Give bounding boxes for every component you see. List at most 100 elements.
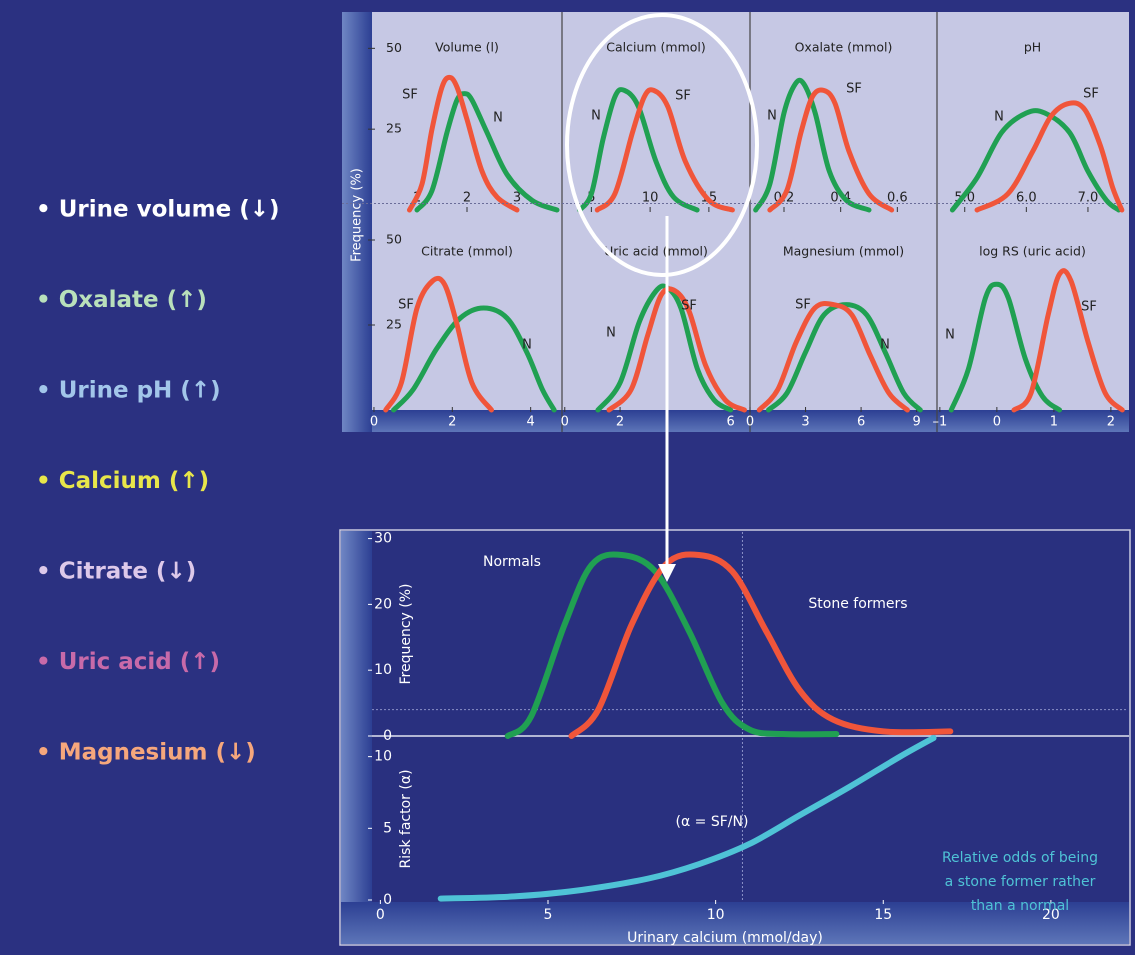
x-tick-label: 10 — [642, 191, 659, 206]
series-line — [766, 302, 923, 413]
series-label: SF — [402, 88, 418, 103]
series-label: Normals — [483, 554, 541, 570]
x-tick-label: 0 — [370, 415, 378, 430]
series-label: Stone formers — [808, 596, 907, 612]
y-tick-label: 0 — [383, 892, 392, 908]
series-label: SF — [1083, 87, 1099, 102]
y-tick-label: 20 — [374, 596, 392, 612]
x-tick-label: 0.6 — [887, 191, 908, 206]
series-line — [756, 301, 910, 413]
y-tick-label: 25 — [386, 121, 402, 136]
series-label: N — [994, 110, 1004, 125]
y-tick-label: 5 — [383, 820, 392, 836]
factor-item: • Oxalate (↑) — [36, 287, 207, 313]
y-tick-label: 50 — [386, 40, 402, 55]
y-axis-label: Risk factor (α) — [398, 769, 414, 868]
arrow-head — [658, 564, 676, 582]
annotation: a stone former rather — [945, 874, 1096, 890]
y-tick-label: 10 — [374, 662, 392, 678]
panel-title: log RS (uric acid) — [979, 244, 1086, 259]
y-tick-label: 30 — [374, 531, 392, 547]
panel-title: Calcium (mmol) — [606, 40, 706, 55]
y-tick-label: 25 — [386, 317, 402, 332]
series-line — [753, 77, 872, 213]
series-line — [606, 286, 747, 413]
factor-item: • Magnesium (↓) — [36, 740, 256, 766]
annotation: than a normal — [971, 898, 1069, 914]
x-tick-label: 9 — [912, 415, 920, 430]
panel-title: Volume (l) — [435, 40, 499, 55]
series-line — [974, 100, 1125, 213]
highlight-ellipse — [565, 13, 759, 277]
x-tick-label: 3 — [513, 191, 521, 206]
series-label: SF — [1081, 300, 1097, 315]
x-tick-label: 1 — [1050, 415, 1058, 430]
series-line — [504, 551, 840, 739]
x-tick-label: 5 — [544, 907, 553, 923]
top-left-strip — [342, 12, 372, 432]
y-tick-label: 10 — [374, 749, 392, 765]
x-tick-label: 3 — [801, 415, 809, 430]
x-tick-label: 2 — [463, 191, 471, 206]
x-tick-label: 2 — [616, 415, 624, 430]
y-tick-label: 50 — [386, 232, 402, 247]
series-line — [594, 87, 735, 213]
x-tick-label: 0 — [376, 907, 385, 923]
series-label: N — [606, 326, 616, 341]
series-line — [948, 281, 1063, 413]
x-tick-label: 4 — [527, 415, 535, 430]
panel-title: Oxalate (mmol) — [795, 40, 893, 55]
x-tick-label: 2 — [1107, 415, 1115, 430]
panel-title: Magnesium (mmol) — [783, 244, 904, 259]
series-line — [437, 735, 937, 902]
bottom-left-strip — [341, 531, 372, 905]
series-label: SF — [681, 299, 697, 314]
y-tick-label: 0 — [383, 728, 392, 744]
factor-item: • Calcium (↑) — [36, 468, 209, 494]
factor-item: • Urine volume (↓) — [36, 197, 280, 223]
x-tick-label: 6 — [727, 415, 735, 430]
panel-title: Citrate (mmol) — [421, 244, 513, 259]
series-label: N — [591, 109, 601, 124]
series-line — [407, 74, 520, 213]
x-tick-label: 0 — [746, 415, 754, 430]
panel-title: pH — [1024, 40, 1041, 55]
factor-item: • Uric acid (↑) — [36, 649, 220, 675]
y-axis-label: Frequency (%) — [350, 168, 365, 262]
series-label: N — [493, 111, 503, 126]
x-tick-label: 6 — [857, 415, 865, 430]
x-tick-label: 2 — [448, 415, 456, 430]
series-label: N — [880, 338, 890, 353]
series-label: SF — [846, 82, 862, 97]
series-line — [383, 275, 494, 413]
series-line — [391, 305, 557, 413]
series-line — [1011, 268, 1125, 413]
series-label: SF — [398, 298, 414, 313]
x-tick-label: 0 — [561, 415, 569, 430]
series-line — [414, 91, 560, 213]
factor-item: • Urine pH (↑) — [36, 378, 221, 404]
series-label: N — [767, 109, 777, 124]
x-tick-label: 6.0 — [1016, 191, 1037, 206]
x-tick-label: 0 — [993, 415, 1001, 430]
series-label: SF — [795, 298, 811, 313]
x-tick-label: 7.0 — [1078, 191, 1099, 206]
series-label: SF — [675, 89, 691, 104]
series-line — [577, 87, 700, 213]
series-label: N — [945, 328, 955, 343]
annotation: (α = SF/N) — [676, 814, 749, 830]
x-tick-label: –1 — [932, 415, 947, 430]
series-line — [568, 551, 954, 739]
x-tick-label: 15 — [874, 907, 892, 923]
y-axis-label: Frequency (%) — [398, 583, 414, 684]
series-line — [949, 108, 1122, 213]
bottom-panel-bg — [339, 529, 1131, 946]
factor-item: • Citrate (↓) — [36, 559, 196, 585]
x-tick-label: 10 — [707, 907, 725, 923]
x-axis-label: Urinary calcium (mmol/day) — [627, 930, 823, 946]
annotation: Relative odds of being — [942, 850, 1098, 866]
series-line — [767, 87, 895, 213]
